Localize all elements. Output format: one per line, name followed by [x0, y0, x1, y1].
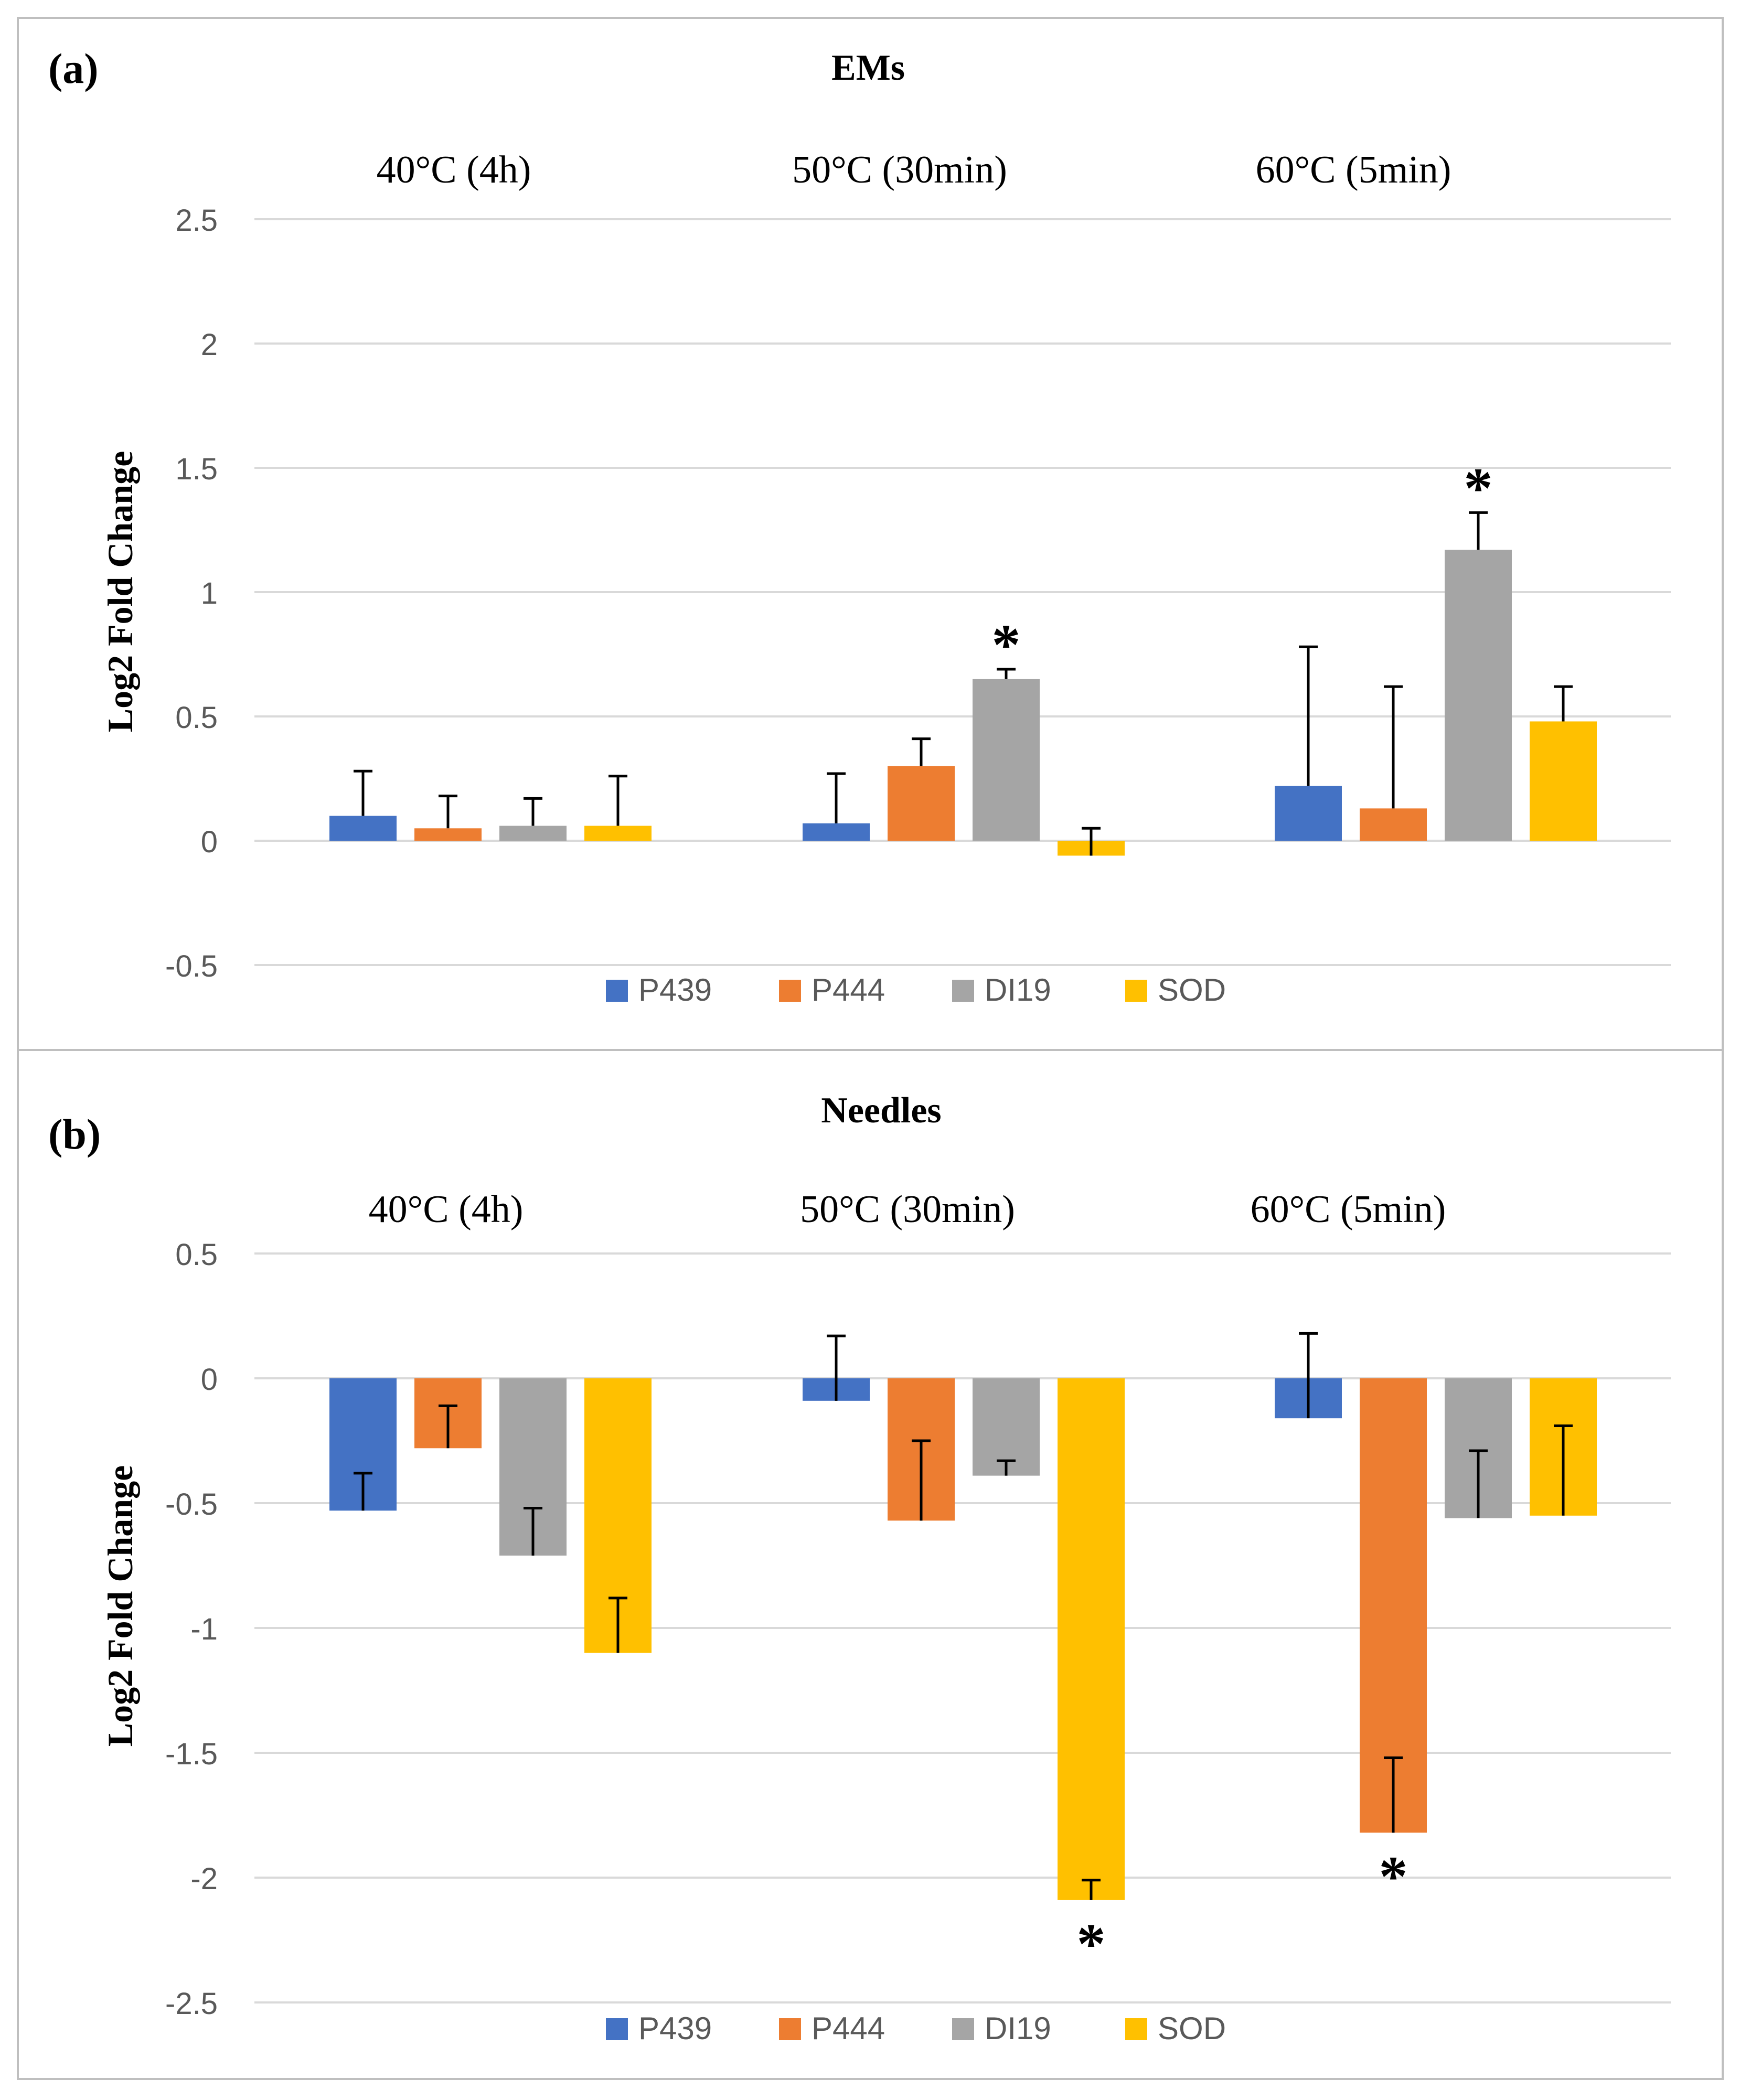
panel-b-category-label: 60°C (5min)	[1251, 1188, 1446, 1231]
panel-a-y-tick-label: 1.5	[175, 452, 218, 486]
panel-a-plot-area: 2.5 2 1.5 1 0.5 0 -0.5 * *	[165, 203, 1671, 983]
panel-a-y-tick-label: 1	[201, 576, 218, 610]
panel-a-bar-sod	[584, 826, 652, 841]
panel-a-category-label: 40°C (4h)	[377, 148, 531, 191]
panel-a-category-label: 60°C (5min)	[1256, 148, 1451, 191]
panel-b-y-tick-label: -2.5	[165, 1987, 218, 2021]
panel-a-bar-p439	[1275, 786, 1342, 841]
panel-a-y-tick-label: 2.5	[175, 203, 218, 238]
panel-b-y-tick-label: 0	[201, 1363, 218, 1397]
panel-b-y-tick-label: -1.5	[165, 1737, 218, 1771]
panel-b-title: Needles	[821, 1090, 941, 1131]
panel-a-y-tick-label: 2	[201, 328, 218, 362]
panel-b-legend-swatch-sod	[1125, 2018, 1147, 2040]
panel-b-y-axis-label: Log2 Fold Change	[100, 1465, 140, 1747]
panel-b-category-labels: 40°C (4h) 50°C (30min) 60°C (5min)	[369, 1188, 1446, 1231]
panel-a-significance-marker: *	[992, 613, 1021, 677]
panel-a-bar-p444	[414, 828, 482, 841]
panel-a-bar-di19	[973, 679, 1040, 841]
panel-a-y-axis-label: Log2 Fold Change	[100, 451, 140, 733]
panel-b-legend-label: P439	[638, 2011, 712, 2046]
panel-a-y-tick-label: -0.5	[165, 949, 218, 983]
panel-a-legend-swatch-p439	[606, 980, 628, 1002]
panel-b-y-tick-label: -1	[190, 1612, 218, 1646]
panel-a-legend: P439 P444 DI19 SOD	[606, 972, 1226, 1008]
panel-a-legend-label: SOD	[1158, 972, 1226, 1008]
panel-a-legend-swatch-p444	[779, 980, 801, 1002]
panel-a-legend-label: P439	[638, 972, 712, 1008]
panel-b-y-tick-label: -2	[190, 1862, 218, 1896]
panel-a-legend-swatch-sod	[1125, 980, 1147, 1002]
panel-b-category-label: 50°C (30min)	[800, 1188, 1015, 1231]
panel-b-significance-marker: *	[1379, 1844, 1408, 1908]
panel-b-frame	[17, 1049, 1724, 2080]
panel-a-bar-p444	[888, 766, 955, 841]
panel-b-legend: P439 P444 DI19 SOD	[606, 2011, 1226, 2046]
panel-a-legend-label: P444	[812, 972, 885, 1008]
panel-b-legend-label: P444	[812, 2011, 885, 2046]
panel-b-significance-marker: *	[1077, 1912, 1106, 1976]
panel-b-legend-swatch-p439	[606, 2018, 628, 2040]
panel-b-y-tick-label: -0.5	[165, 1487, 218, 1522]
panel-a-frame	[17, 17, 1724, 1051]
panel-a-bar-di19	[499, 826, 567, 841]
panel-a-title: EMs	[831, 48, 905, 88]
panel-a-bar-p444	[1360, 808, 1427, 841]
panel-a-bar-p439	[329, 816, 397, 841]
panel-b-legend-swatch-di19	[952, 2018, 974, 2040]
panel-b-label: (b)	[48, 1110, 101, 1158]
panel-a-significance-marker: *	[1464, 456, 1493, 520]
panel-b-legend-label: SOD	[1158, 2011, 1226, 2046]
panel-b-y-tick-label: 0.5	[175, 1238, 218, 1272]
panel-a-legend-swatch-di19	[952, 980, 974, 1002]
panel-b-category-label: 40°C (4h)	[369, 1188, 524, 1231]
panel-b-legend-swatch-p444	[779, 2018, 801, 2040]
panel-a-y-tick-label: 0	[201, 825, 218, 859]
panel-a-bar-di19	[1445, 550, 1512, 841]
panel-a-bar-p439	[803, 823, 870, 841]
panel-b-plot-area: 0.5 0 -0.5 -1 -1.5 -2 -2.5 * *	[165, 1238, 1671, 2021]
panel-a-category-labels: 40°C (4h) 50°C (30min) 60°C (5min)	[377, 148, 1451, 191]
panel-a-label: (a)	[48, 45, 99, 92]
panel-a-y-tick-label: 0.5	[175, 701, 218, 735]
panel-b-legend-label: DI19	[985, 2011, 1051, 2046]
panel-a-category-label: 50°C (30min)	[792, 148, 1007, 191]
panel-a-bar-sod	[1530, 721, 1597, 841]
panel-b-bar-sod	[1058, 1378, 1125, 1900]
panel-a-legend-label: DI19	[985, 972, 1051, 1008]
